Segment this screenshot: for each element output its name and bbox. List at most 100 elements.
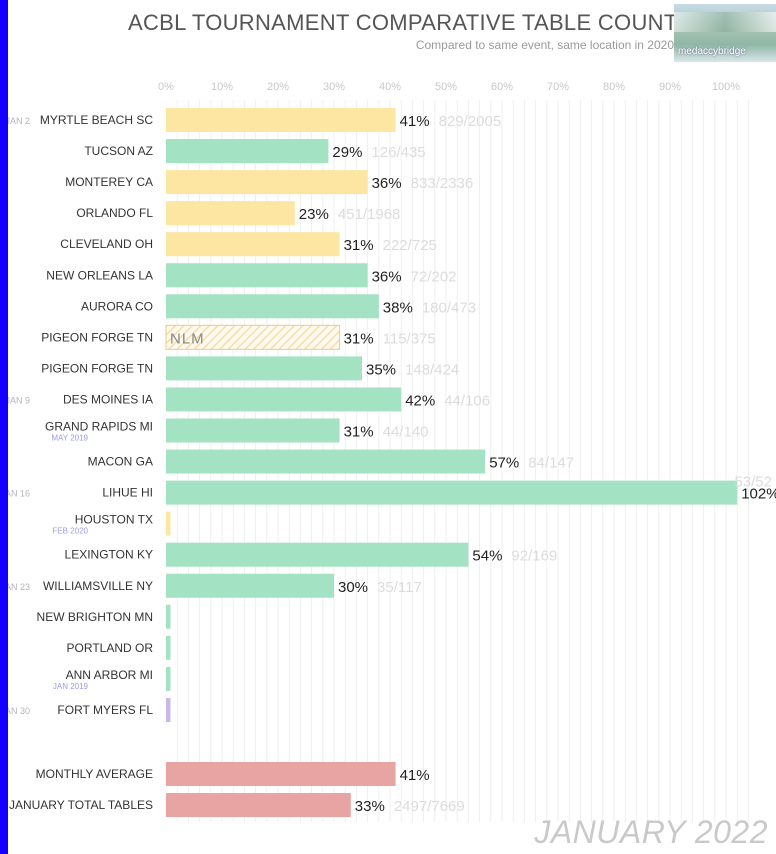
- bar: [166, 201, 295, 226]
- bar: [166, 294, 379, 319]
- bar-row: FORT MYERS FL JAN 30: [8, 697, 171, 722]
- bar-row: MYRTLE BEACH SC JAN 2 41% 829/2005: [8, 108, 501, 132]
- percent-label: 36%: [372, 175, 402, 192]
- bar: [166, 604, 171, 629]
- percent-label: 31%: [344, 237, 374, 254]
- bar-row: TUCSON AZ 29% 126/435: [84, 139, 426, 164]
- row-label: PIGEON FORGE TN: [41, 330, 153, 344]
- row-label: NEW ORLEANS LA: [46, 268, 153, 282]
- brand-logo: medaccybridge: [674, 4, 776, 62]
- bar-row: PIGEON FORGE TN NLM 31% 115/375: [41, 324, 436, 350]
- week-date-label: JAN 9: [8, 395, 30, 405]
- row-label: PIGEON FORGE TN: [41, 361, 153, 375]
- percent-label: 31%: [344, 330, 374, 347]
- row-label: ORLANDO FL: [76, 206, 153, 220]
- bar-row: MONTHLY AVERAGE 41%: [36, 762, 430, 786]
- bar-chart: 0% 10% 20% 30% 40% 50% 60% 70% 80% 90% 100% MYRTLE…: [8, 81, 776, 822]
- ratio-label: 115/375: [383, 330, 436, 347]
- ratio-label: 451/1968: [338, 206, 401, 223]
- x-tick-label: 20%: [267, 81, 289, 93]
- bar: [166, 356, 362, 381]
- bar: [166, 139, 329, 164]
- ratio-label: 84/147: [528, 455, 574, 472]
- row-label: HOUSTON TX: [75, 513, 153, 527]
- x-tick-label: 90%: [659, 81, 681, 93]
- bar: [166, 511, 171, 536]
- week-date-label: JAN 2: [8, 116, 30, 126]
- bar: [166, 666, 171, 691]
- week-date-label: JAN 30: [8, 706, 30, 716]
- bar-row: AURORA CO 38% 180/473: [81, 294, 476, 319]
- ratio-label: 44/106: [444, 392, 490, 409]
- bar-row: PORTLAND OR: [67, 635, 171, 660]
- row-label: DES MOINES IA: [63, 392, 153, 406]
- bar: [166, 232, 340, 257]
- bar-row: LIHUE HI JAN 16 102%53/52: [8, 474, 776, 505]
- bar: [166, 387, 402, 412]
- period-label: JANUARY 2022: [534, 814, 768, 850]
- bar: [166, 573, 334, 598]
- ratio-label: 829/2005: [439, 113, 502, 130]
- percent-label: 57%: [489, 455, 519, 472]
- week-date-label: JAN 16: [8, 489, 30, 499]
- week-date-label: JAN 23: [8, 582, 30, 592]
- percent-label: 36%: [372, 268, 402, 285]
- row-label: MYRTLE BEACH SC: [40, 113, 153, 127]
- bar-row: LEXINGTON KY 54% 92/169: [65, 542, 557, 567]
- percent-label: 33%: [355, 798, 385, 815]
- percent-label: 42%: [405, 392, 435, 409]
- bar-rows: MYRTLE BEACH SC JAN 2 41% 829/2005 TUCSON AZ…: [8, 108, 776, 818]
- percent-label: 41%: [400, 113, 430, 130]
- x-tick-label: 60%: [491, 81, 513, 93]
- chart-canvas: ACBL TOURNAMENT COMPARATIVE TABLE COUNTS…: [8, 0, 776, 854]
- percent-label: 29%: [332, 144, 362, 161]
- bar-row: MONTEREY CA 36% 833/2336: [65, 170, 473, 195]
- percent-label: 38%: [383, 299, 413, 316]
- bar: [166, 793, 351, 818]
- bar-inner-label: NLM: [170, 330, 205, 347]
- row-label: LEXINGTON KY: [65, 548, 153, 562]
- row-label: MACON GA: [88, 455, 153, 469]
- x-tick-label: 50%: [435, 81, 457, 93]
- x-axis-ticks: 0% 10% 20% 30% 40% 50% 60% 70% 80% 90% 100%: [158, 81, 740, 93]
- chart-subtitle: Compared to same event, same location in…: [415, 38, 674, 52]
- bar: [165, 324, 341, 350]
- bar: [166, 263, 368, 288]
- bar-row: WILLIAMSVILLE NY JAN 23 30% 35/117: [8, 573, 422, 598]
- row-note: FEB 2020: [52, 527, 88, 536]
- bar: [166, 480, 738, 505]
- bar-row: NEW BRIGHTON MN: [37, 604, 171, 629]
- bar: [166, 635, 171, 660]
- row-note: MAY 2019: [51, 434, 88, 443]
- x-tick-label: 40%: [379, 81, 401, 93]
- row-label: MONTHLY AVERAGE: [36, 767, 153, 781]
- percent-label: 30%: [338, 579, 368, 596]
- bar-row: PIGEON FORGE TN 35% 148/424: [41, 356, 459, 381]
- percent-label: 31%: [344, 424, 374, 441]
- ratio-label: 92/169: [511, 548, 557, 565]
- row-label: GRAND RAPIDS MI: [45, 420, 153, 434]
- row-label: MONTEREY CA: [65, 175, 153, 189]
- bar: [166, 170, 368, 195]
- logo-banner-icon: [674, 12, 776, 32]
- row-label: ANN ARBOR MI: [66, 668, 153, 682]
- row-label: CLEVELAND OH: [60, 237, 153, 251]
- ratio-label: 180/473: [422, 299, 476, 316]
- x-tick-label: 80%: [603, 81, 625, 93]
- row-label: AURORA CO: [81, 299, 153, 313]
- row-label: TUCSON AZ: [84, 144, 153, 158]
- row-label: NEW BRIGHTON MN: [37, 610, 153, 624]
- x-tick-label: 100%: [712, 81, 740, 93]
- ratio-label: 53/52: [734, 474, 772, 491]
- bar: [166, 108, 396, 132]
- logo-text: medaccybridge: [678, 46, 746, 57]
- ratio-label: 148/424: [405, 361, 459, 378]
- percent-label: 102%: [741, 486, 776, 503]
- bar-row: CLEVELAND OH 31% 222/725: [60, 232, 437, 257]
- percent-label: 41%: [400, 767, 430, 784]
- bar: [166, 762, 396, 786]
- row-note: JAN 2019: [53, 682, 89, 691]
